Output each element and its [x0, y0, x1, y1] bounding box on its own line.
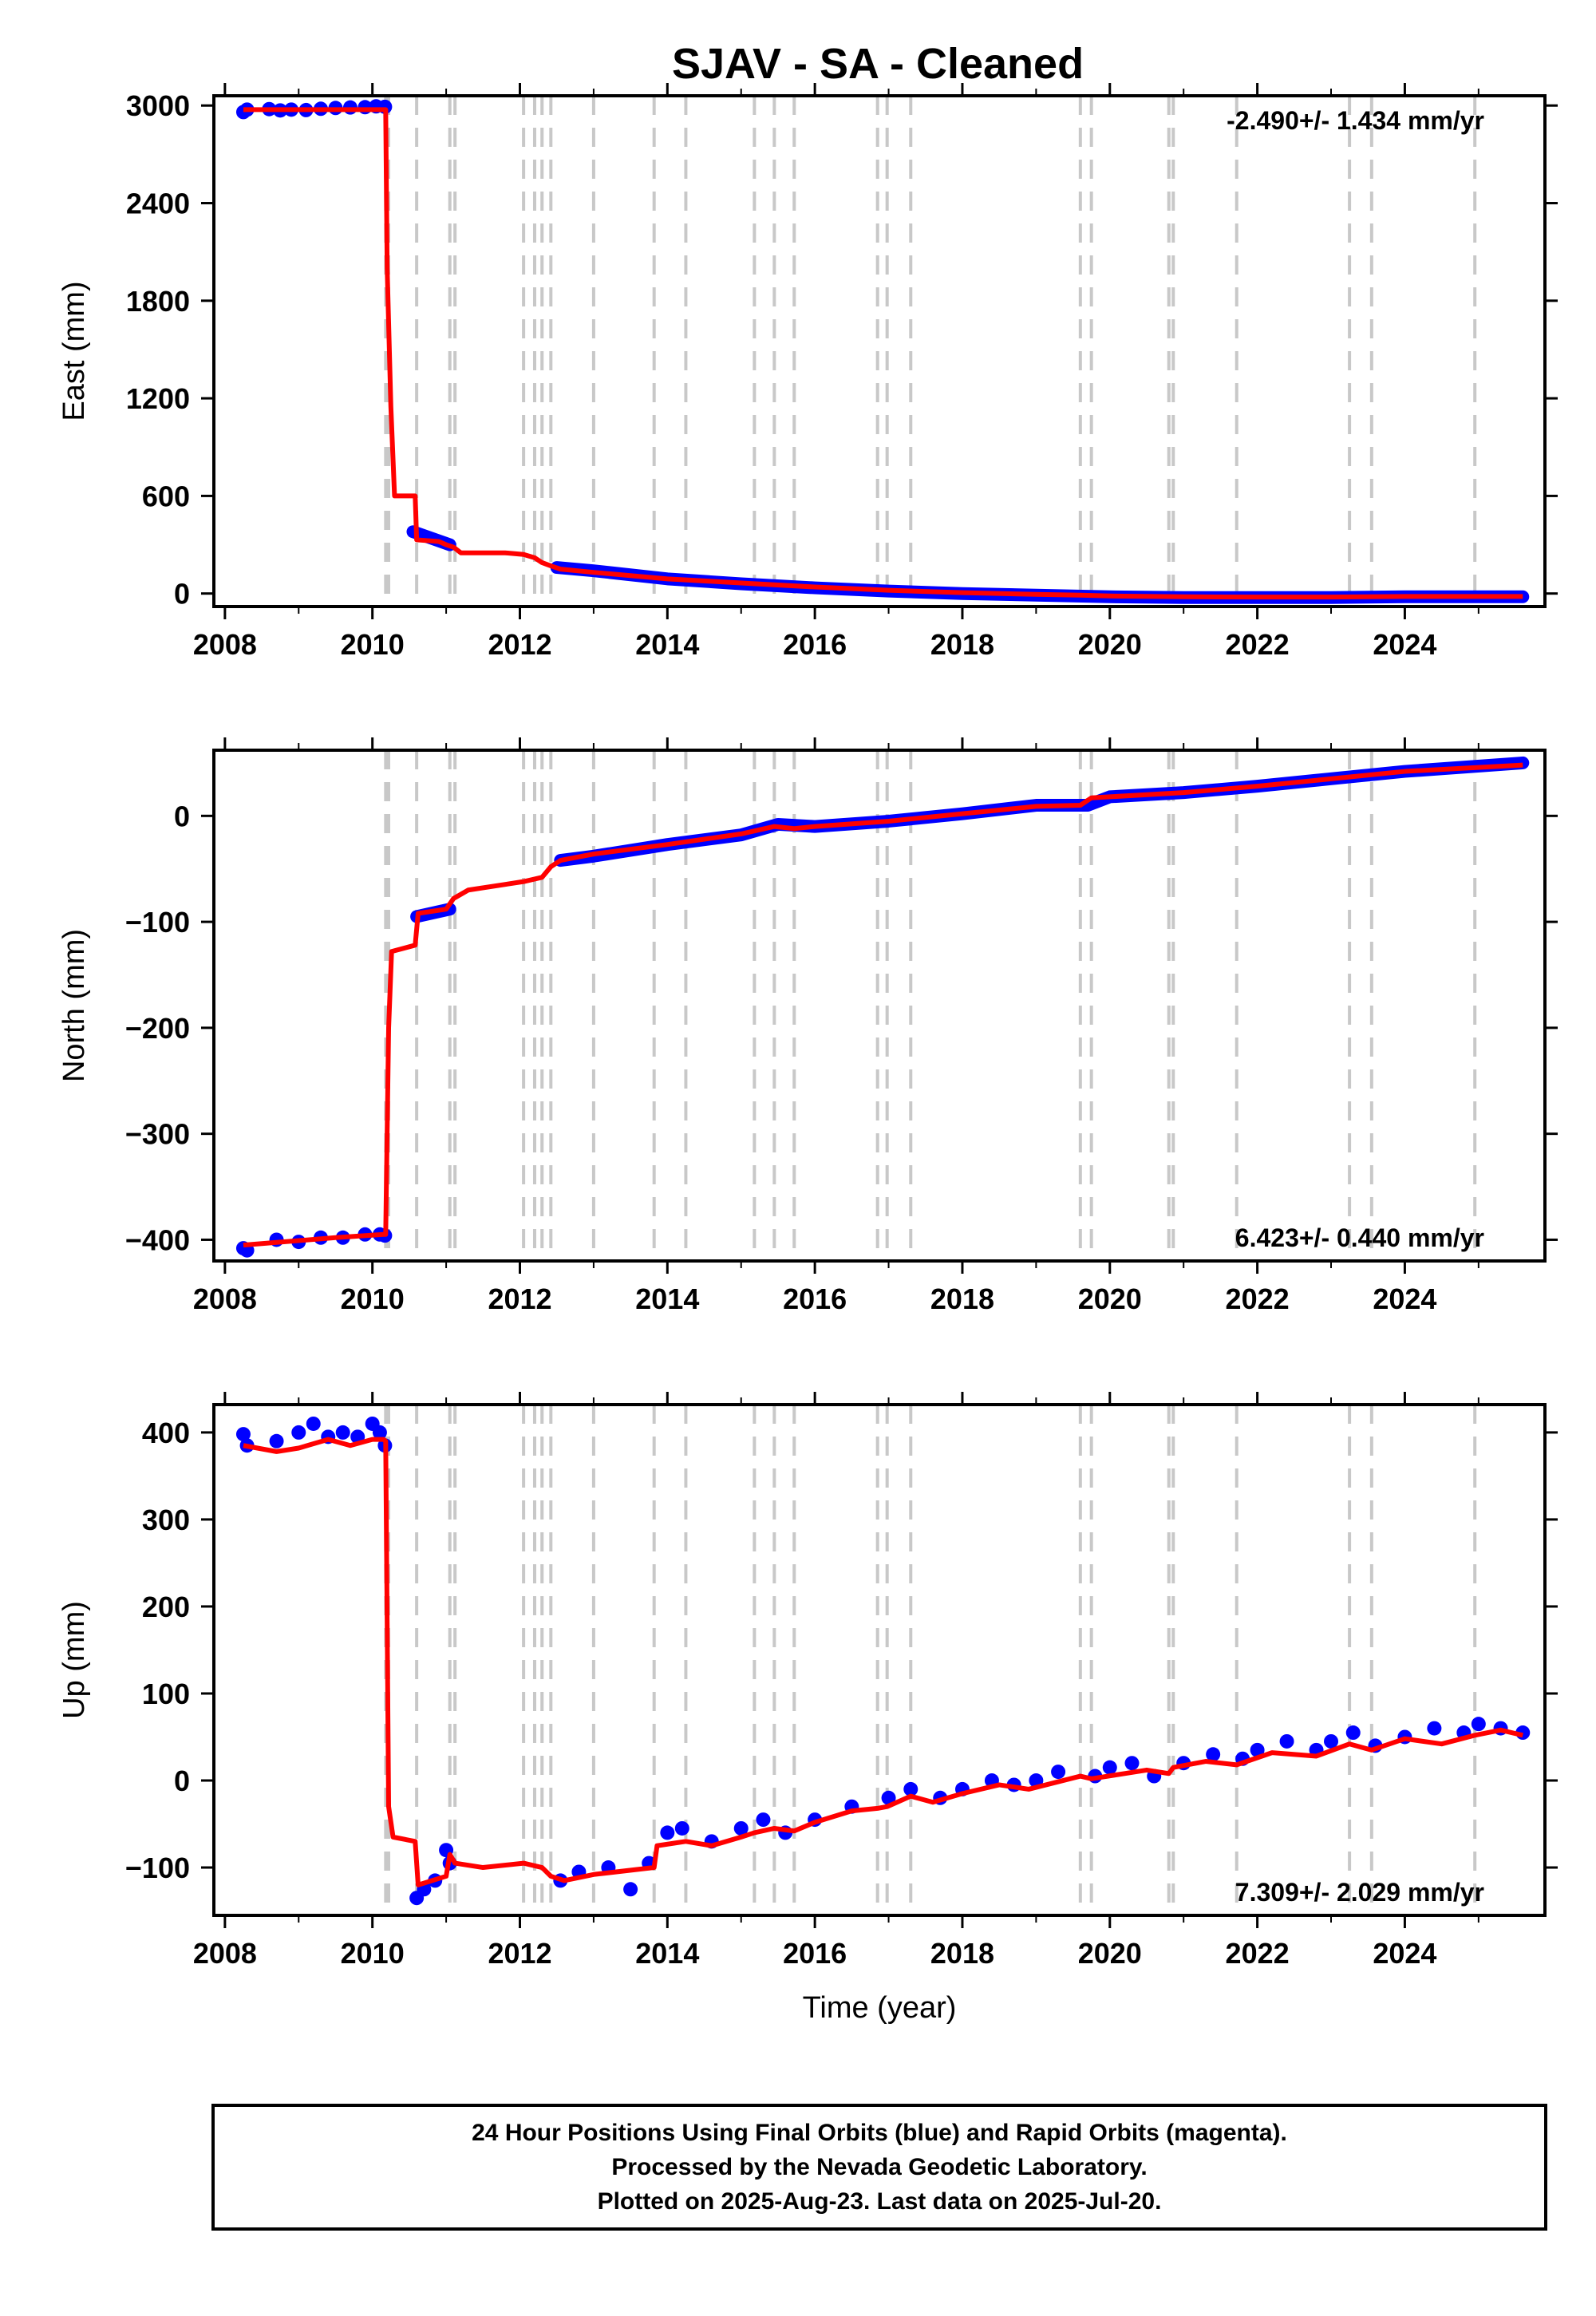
north-y-tick-label-4: 0	[174, 800, 190, 832]
up-data-point-19	[623, 1882, 638, 1897]
up-model-line	[243, 1437, 1523, 1887]
up-data-point-38	[1102, 1760, 1117, 1775]
up-data-point-29	[881, 1790, 896, 1805]
north-y-tick-label-2: −200	[125, 1012, 190, 1045]
up-y-tick-label-2: 100	[142, 1678, 190, 1710]
north-panel: 2008 2010 2012 2014 2016 2018 2020 2022 2024 −400…	[57, 737, 1558, 1315]
east-x-tick-label-2: 2012	[488, 628, 551, 661]
north-data-band-1	[554, 756, 1530, 868]
up-data-point-39	[1124, 1756, 1140, 1771]
info-line-orbits: 24 Hour Positions Using Final Orbits (bl…	[472, 2120, 1287, 2146]
up-x-tick-label-7: 2022	[1226, 1937, 1290, 1970]
up-x-tick-label-6: 2020	[1078, 1937, 1142, 1970]
up-y-tick-label-0: −100	[125, 1852, 190, 1884]
east-y-tick-label-2: 1200	[126, 382, 190, 415]
east-x-tick-label-1: 2010	[341, 628, 405, 661]
info-line-processed-by: Processed by the Nevada Geodetic Laborat…	[611, 2154, 1147, 2180]
up-x-tick-label-4: 2016	[783, 1937, 847, 1970]
north-y-tick-label-1: −300	[125, 1118, 190, 1151]
up-data-point-0	[235, 1427, 251, 1442]
up-data-point-2	[269, 1433, 284, 1448]
up-rate-label: 7.309+/- 2.029 mm/yr	[1235, 1878, 1484, 1907]
north-y-tick-label-0: −400	[125, 1223, 190, 1256]
east-model-line	[243, 107, 1523, 600]
north-x-tick-label-0: 2008	[193, 1282, 257, 1315]
up-x-tick-label-5: 2018	[930, 1937, 994, 1970]
east-y-tick-label-5: 3000	[126, 89, 190, 122]
north-y-axis-label: North (mm)	[57, 929, 91, 1082]
north-model-line	[243, 762, 1523, 1248]
north-x-tick-label-6: 2020	[1078, 1282, 1142, 1315]
north-x-tick-label-5: 2018	[930, 1282, 994, 1315]
east-y-tick-label-3: 1800	[126, 285, 190, 318]
up-data-point-22	[674, 1820, 689, 1836]
up-y-axis-label: Up (mm)	[57, 1601, 91, 1719]
east-x-tick-label-6: 2020	[1078, 628, 1142, 661]
north-frame	[212, 749, 1547, 1263]
east-x-tick-label-5: 2018	[930, 628, 994, 661]
panels-group: 2008 2010 2012 2014 2016 2018 2020 2022 2024 0 600…	[57, 83, 1558, 2025]
up-y-tick-label-1: 0	[174, 1765, 190, 1797]
up-y-tick-label-3: 200	[142, 1591, 190, 1623]
east-x-tick-label-8: 2024	[1373, 628, 1436, 661]
east-rate-label: -2.490+/- 1.434 mm/yr	[1227, 106, 1484, 135]
up-y-tick-label-5: 400	[142, 1417, 190, 1449]
up-data-point-48	[1345, 1725, 1361, 1741]
up-data-point-3	[291, 1425, 306, 1440]
east-x-tick-label-0: 2008	[193, 628, 257, 661]
up-x-tick-label-3: 2014	[635, 1937, 699, 1970]
north-x-tick-label-3: 2014	[635, 1282, 699, 1315]
east-y-tick-label-4: 2400	[126, 188, 190, 220]
east-x-tick-label-7: 2022	[1226, 628, 1290, 661]
east-y-tick-label-0: 0	[174, 578, 190, 611]
north-plot-area	[235, 750, 1530, 1261]
east-frame	[212, 94, 1547, 608]
north-x-tick-label-2: 2012	[488, 1282, 551, 1315]
up-x-tick-label-2: 2012	[488, 1937, 551, 1970]
up-data-point-36	[1051, 1765, 1066, 1780]
up-x-axis-label: Time (year)	[803, 1991, 957, 2025]
east-x-tick-label-3: 2014	[635, 628, 699, 661]
up-frame	[212, 1403, 1547, 1917]
east-plot-area	[235, 96, 1530, 607]
up-x-tick-label-1: 2010	[341, 1937, 405, 1970]
up-y-tick-label-4: 300	[142, 1504, 190, 1536]
up-data-point-53	[1471, 1717, 1486, 1732]
east-y-tick-label-1: 600	[142, 480, 190, 512]
north-rate-label: 6.423+/- 0.440 mm/yr	[1235, 1223, 1484, 1252]
up-data-point-47	[1324, 1733, 1339, 1749]
up-data-point-30	[903, 1781, 918, 1796]
chart-title: SJAV - SA - Cleaned	[672, 40, 1084, 88]
east-panel: 2008 2010 2012 2014 2016 2018 2020 2022 2024 0 600…	[57, 83, 1558, 661]
up-data-point-4	[306, 1416, 321, 1431]
up-x-tick-label-0: 2008	[193, 1937, 257, 1970]
up-data-point-21	[660, 1825, 675, 1840]
up-data-point-25	[756, 1812, 771, 1828]
info-line-plotted-on: Plotted on 2025-Aug-23. Last data on 202…	[598, 2188, 1162, 2215]
up-x-tick-label-8: 2024	[1373, 1937, 1436, 1970]
info-box: 24 Hour Positions Using Final Orbits (bl…	[211, 2104, 1547, 2231]
up-plot-area	[235, 1405, 1531, 1915]
up-data-point-44	[1250, 1742, 1265, 1757]
up-data-point-42	[1206, 1747, 1221, 1762]
north-x-tick-label-1: 2010	[341, 1282, 405, 1315]
east-x-tick-label-4: 2016	[783, 628, 847, 661]
up-data-point-45	[1279, 1733, 1294, 1749]
up-panel: 2008 2010 2012 2014 2016 2018 2020 2022 2024 −100…	[57, 1392, 1558, 2025]
up-data-point-9	[372, 1425, 387, 1440]
up-data-point-24	[733, 1820, 749, 1836]
north-x-tick-label-8: 2024	[1373, 1282, 1436, 1315]
up-data-point-6	[335, 1425, 350, 1440]
east-y-axis-label: East (mm)	[57, 281, 91, 421]
north-x-tick-label-4: 2016	[783, 1282, 847, 1315]
north-y-tick-label-3: −100	[125, 906, 190, 939]
info-box-frame	[211, 2104, 1547, 2231]
north-x-tick-label-7: 2022	[1226, 1282, 1290, 1315]
up-data-point-51	[1427, 1721, 1442, 1736]
